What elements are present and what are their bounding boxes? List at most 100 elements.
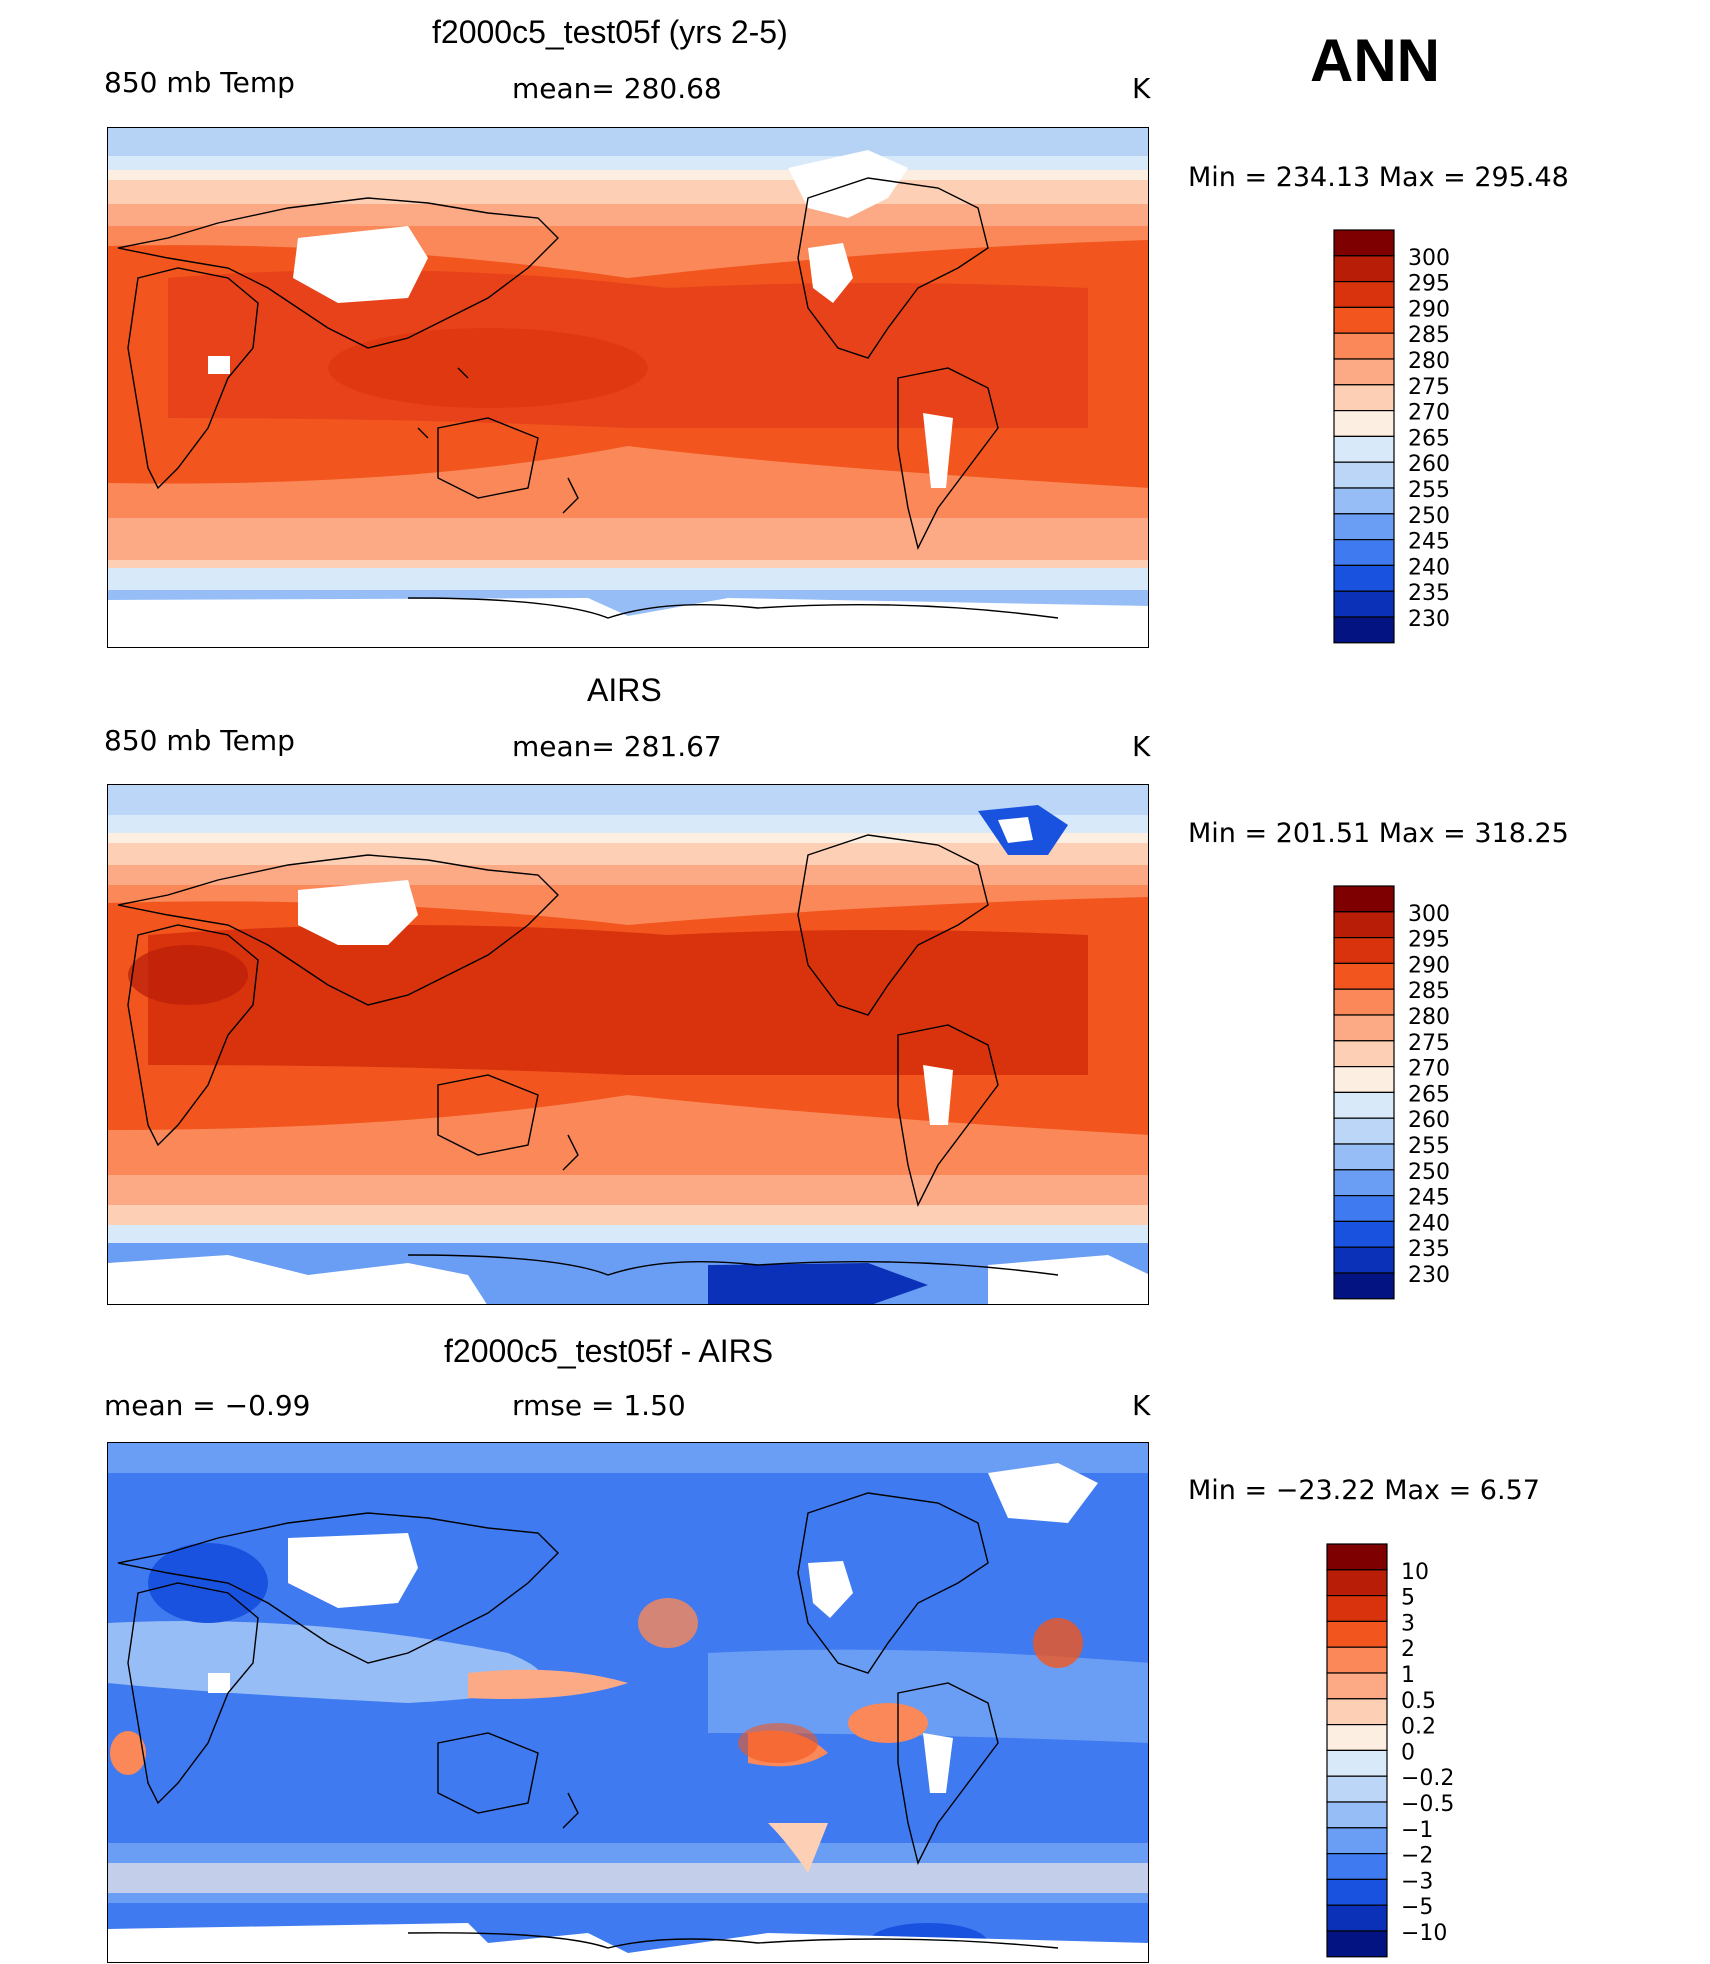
colorbar-label: 3 xyxy=(1401,1611,1415,1636)
colorbar-label: 245 xyxy=(1408,530,1450,555)
colorbar-label: 0 xyxy=(1401,1740,1415,1765)
colorbar-label: 285 xyxy=(1408,323,1450,348)
colorbar-label: 265 xyxy=(1408,1082,1450,1107)
colorbar-model: 300 295 290 285 280 275 270 265 260 255 250 245 240 2… xyxy=(1333,228,1493,650)
colorbar-swatch xyxy=(1326,1724,1388,1752)
colorbar-label: 235 xyxy=(1408,581,1450,606)
colorbar-swatch xyxy=(1326,1801,1388,1829)
colorbar-swatch xyxy=(1333,332,1395,360)
colorbar-diff: 10 5 3 2 1 0.5 0.2 0 −0.2 −0.5 −1 −2 −3 −5 −10 xyxy=(1326,1542,1496,1964)
colorbar-swatch xyxy=(1333,1117,1395,1145)
colorbar-swatch xyxy=(1333,1195,1395,1223)
colorbar-label: 300 xyxy=(1408,246,1450,271)
colorbar-label: 295 xyxy=(1408,272,1450,297)
colorbar-swatch xyxy=(1333,513,1395,541)
colorbar-label: 290 xyxy=(1408,297,1450,322)
panel-title-diff: f2000c5_test05f - AIRS xyxy=(444,1333,774,1369)
map-obs xyxy=(107,784,1149,1305)
colorbar-label: −2 xyxy=(1401,1844,1433,1869)
mean-label-model: mean= 280.68 xyxy=(512,72,722,105)
colorbar-swatch xyxy=(1326,1698,1388,1726)
colorbar-swatch xyxy=(1333,435,1395,463)
colorbar-label: 240 xyxy=(1408,1211,1450,1236)
colorbar-label: 245 xyxy=(1408,1186,1450,1211)
colorbar-label: 270 xyxy=(1408,1057,1450,1082)
colorbar-label: 1 xyxy=(1401,1663,1415,1688)
colorbar-swatch xyxy=(1333,229,1395,257)
minmax-label-obs: Min = 201.51 Max = 318.25 xyxy=(1188,818,1569,849)
colorbar-swatch xyxy=(1326,1749,1388,1777)
colorbar-swatch xyxy=(1333,1220,1395,1248)
colorbar-label: 255 xyxy=(1408,478,1450,503)
colorbar-swatch xyxy=(1333,1169,1395,1197)
colorbar-label: 275 xyxy=(1408,375,1450,400)
colorbar-swatch xyxy=(1333,936,1395,964)
colorbar-swatch xyxy=(1326,1543,1388,1571)
colorbar-swatch xyxy=(1326,1594,1388,1622)
colorbar-swatch xyxy=(1333,280,1395,308)
colorbar-label: 300 xyxy=(1408,902,1450,927)
colorbar-swatch xyxy=(1333,487,1395,515)
colorbar-label: 250 xyxy=(1408,504,1450,529)
colorbar-swatch xyxy=(1333,1040,1395,1068)
season-title: ANN xyxy=(1310,27,1440,94)
colorbar-label: 5 xyxy=(1401,1586,1415,1611)
colorbar-label: 240 xyxy=(1408,555,1450,580)
colorbar-label: 290 xyxy=(1408,953,1450,978)
colorbar-label: 230 xyxy=(1408,607,1450,632)
colorbar-label: −3 xyxy=(1401,1869,1433,1894)
colorbar-swatch xyxy=(1333,384,1395,412)
temperature-field-model xyxy=(108,128,1148,647)
panel-title-model: f2000c5_test05f (yrs 2-5) xyxy=(432,14,788,50)
colorbar-label: 270 xyxy=(1408,401,1450,426)
colorbar-swatch xyxy=(1333,988,1395,1016)
colorbar-label: −0.5 xyxy=(1401,1792,1454,1817)
colorbar-svg-obs: 3002952902852802752702652602552502452402… xyxy=(1333,885,1450,1300)
map-diff xyxy=(107,1442,1149,1963)
colorbar-label: 285 xyxy=(1408,979,1450,1004)
colorbar-swatch xyxy=(1333,1014,1395,1042)
colorbar-label: −5 xyxy=(1401,1895,1433,1920)
colorbar-label: 235 xyxy=(1408,1237,1450,1262)
units-label-model: K xyxy=(1132,72,1151,105)
colorbar-swatch xyxy=(1333,616,1395,644)
colorbar-swatch xyxy=(1333,358,1395,386)
colorbar-label: −1 xyxy=(1401,1818,1433,1843)
colorbar-label: 265 xyxy=(1408,426,1450,451)
temperature-field-obs xyxy=(108,785,1148,1304)
colorbar-label: 280 xyxy=(1408,349,1450,374)
colorbar-label: 0.5 xyxy=(1401,1689,1436,1714)
colorbar-swatch xyxy=(1333,962,1395,990)
colorbar-label: −10 xyxy=(1401,1921,1447,1946)
colorbar-swatch xyxy=(1326,1569,1388,1597)
colorbar-swatch xyxy=(1333,1091,1395,1119)
colorbar-label: 255 xyxy=(1408,1134,1450,1159)
colorbar-swatch xyxy=(1326,1620,1388,1648)
mean-label-obs: mean= 281.67 xyxy=(512,730,722,763)
diff-mean-label: mean = −0.99 xyxy=(104,1389,311,1422)
difference-field xyxy=(108,1443,1148,1962)
colorbar-label: 2 xyxy=(1401,1637,1415,1662)
colorbar-swatch xyxy=(1333,1066,1395,1094)
colorbar-label: 0.2 xyxy=(1401,1715,1436,1740)
colorbar-swatch xyxy=(1326,1930,1388,1958)
colorbar-obs: 300 295 290 285 280 275 270 265 260 255 250 245 240 2… xyxy=(1333,884,1493,1306)
colorbar-swatch xyxy=(1326,1904,1388,1932)
colorbar-swatch xyxy=(1333,255,1395,283)
colorbar-swatch xyxy=(1333,564,1395,592)
minmax-label-diff: Min = −23.22 Max = 6.57 xyxy=(1188,1475,1540,1506)
colorbar-label: 10 xyxy=(1401,1560,1429,1585)
variable-label-obs: 850 mb Temp xyxy=(104,724,295,757)
colorbar-label: −0.2 xyxy=(1401,1766,1454,1791)
units-label-diff: K xyxy=(1132,1389,1151,1422)
colorbar-swatch xyxy=(1333,1272,1395,1300)
rmse-label: rmse = 1.50 xyxy=(512,1389,686,1422)
colorbar-svg-model: 3002952902852802752702652602552502452402… xyxy=(1333,229,1450,644)
colorbar-swatch xyxy=(1333,1246,1395,1274)
colorbar-swatch xyxy=(1333,461,1395,489)
colorbar-swatch xyxy=(1333,410,1395,438)
colorbar-swatch xyxy=(1326,1646,1388,1674)
colorbar-swatch xyxy=(1326,1853,1388,1881)
minmax-label-model: Min = 234.13 Max = 295.48 xyxy=(1188,162,1569,193)
